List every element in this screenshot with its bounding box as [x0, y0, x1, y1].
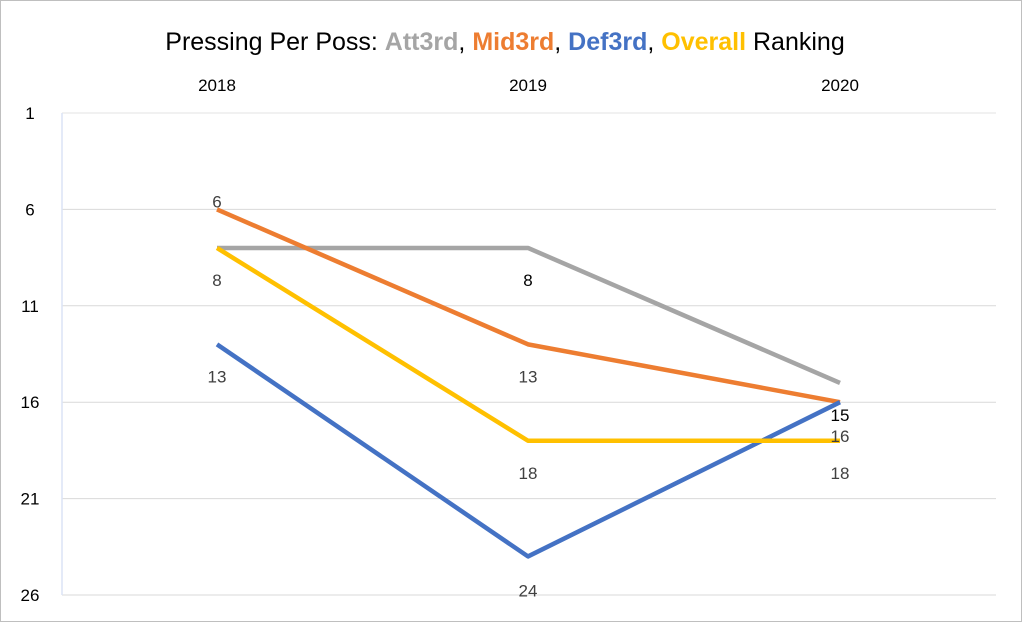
- series-line-overall: [215, 246, 840, 444]
- data-label-overall: 18: [831, 464, 850, 483]
- series-lines: [215, 207, 841, 559]
- data-label-mid3rd: 6: [212, 192, 221, 211]
- series-line-def3rd: [215, 342, 841, 559]
- category-label: 2019: [509, 76, 547, 95]
- y-tick-label: 6: [25, 200, 34, 219]
- data-label-mid3rd: 16: [831, 427, 850, 446]
- y-tick-label: 21: [21, 490, 40, 509]
- data-label-overall: 8: [212, 271, 221, 290]
- chart-title-part: ,: [554, 28, 568, 56]
- category-label: 2020: [821, 76, 859, 95]
- chart-title-part: Att3rd: [385, 28, 459, 56]
- chart-title-part: ,: [458, 28, 472, 56]
- category-labels: 2018 2019 2020: [198, 76, 859, 95]
- y-tick-label: 26: [21, 586, 40, 605]
- data-labels: 8 15 6 13 16 13 24 8 18 18: [208, 192, 850, 600]
- data-label-att3rd: 8: [523, 271, 532, 290]
- chart-title-part: ,: [647, 28, 661, 56]
- y-tick-label: 11: [21, 297, 39, 316]
- chart-title-part: Overall: [661, 28, 746, 56]
- chart-title-part: Pressing Per Poss:: [165, 28, 385, 56]
- y-tick-label: 16: [21, 393, 40, 412]
- data-label-mid3rd: 13: [519, 367, 538, 386]
- data-label-def3rd: 24: [519, 581, 538, 600]
- series-line-att3rd: [217, 245, 841, 385]
- series-line-mid3rd: [216, 207, 841, 405]
- y-tick-label: 1: [25, 104, 34, 123]
- data-label-overall: 18: [519, 464, 538, 483]
- gridlines: [62, 112, 996, 596]
- chart-title: Pressing Per Poss: Att3rd, Mid3rd, Def3r…: [165, 28, 844, 56]
- chart-title-part: Mid3rd: [472, 28, 554, 56]
- category-label: 2018: [198, 76, 236, 95]
- data-label-att3rd: 15: [831, 406, 850, 425]
- chart-title-part: Ranking: [746, 28, 845, 56]
- data-label-def3rd: 13: [208, 367, 227, 386]
- chart-title-part: Def3rd: [568, 28, 647, 56]
